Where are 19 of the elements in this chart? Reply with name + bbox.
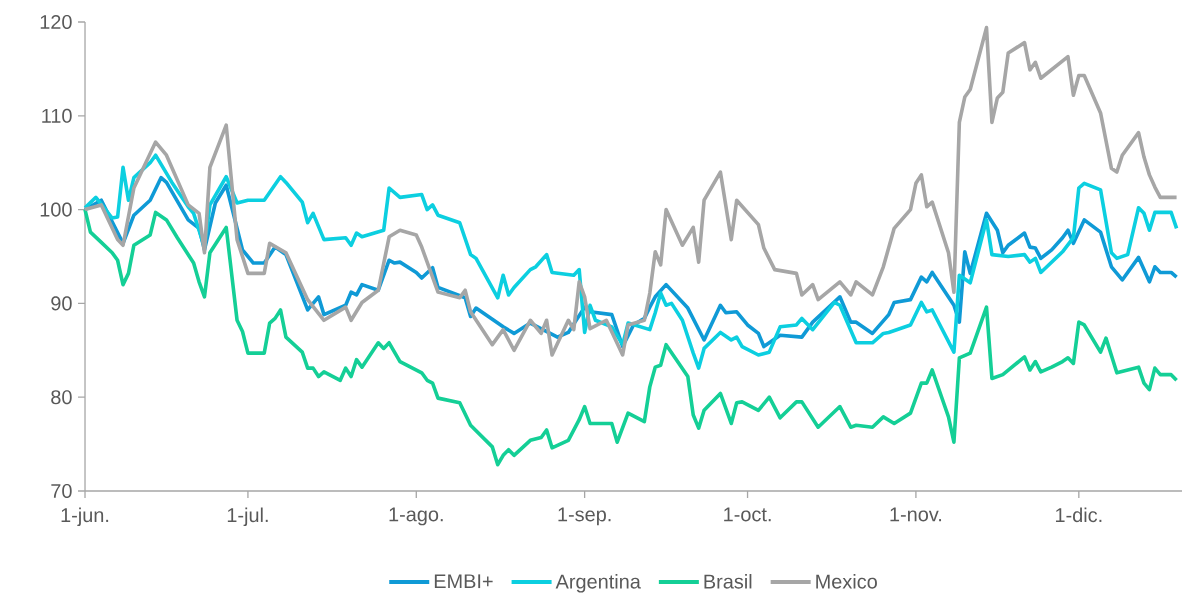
line-series [83,153,1179,370]
y-tick-label: 100 [40,202,72,217]
x-tick-label: 1-nov. [890,507,942,522]
y-tick-label: 120 [40,14,72,30]
legend-label: Brasil [704,574,752,589]
y-tick-label: 80 [51,390,72,405]
x-tick-label: 1-sep. [558,507,611,526]
line-series [83,207,1179,467]
y-tick-label: 90 [51,296,72,311]
y-tick-label: 110 [42,108,72,123]
y-tick-label: 70 [51,483,72,499]
legend-label: Mexico [816,574,877,589]
x-tick-label: 1-dic. [1055,507,1102,523]
x-tick-label: 1-oct. [724,507,771,522]
legend-label: Argentina [555,574,641,593]
x-tick-label: 1-jul. [227,507,268,527]
legend-label: EMBI+ [434,574,493,589]
x-tick-label: 1-ago. [389,507,443,526]
x-tick-label: 1-jun. [61,507,109,527]
